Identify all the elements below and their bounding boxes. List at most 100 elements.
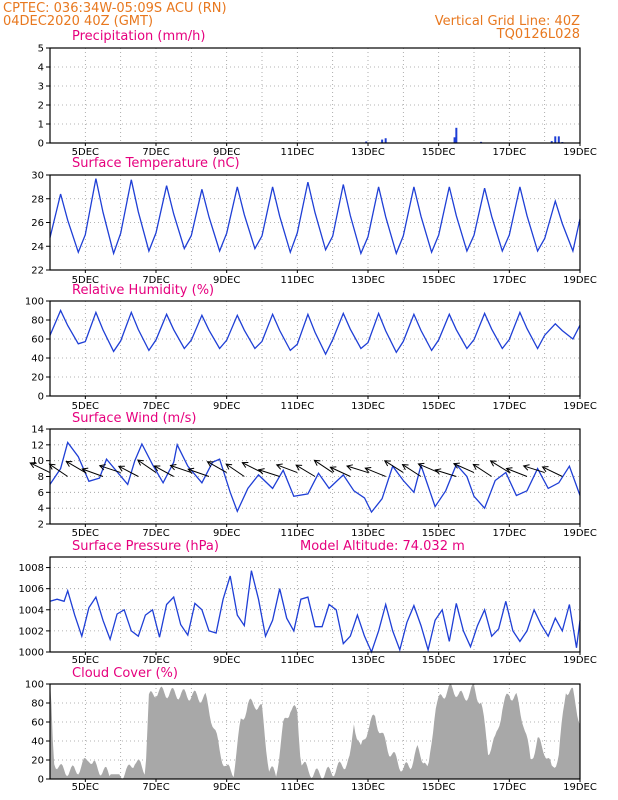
pressure-panel: Surface Pressure (hPa) Model Altitude: 74… — [19, 539, 597, 666]
wind-arrow-head — [206, 461, 214, 468]
wind-arrow — [154, 465, 174, 477]
wind-arrow — [542, 466, 563, 477]
humidity-title: Relative Humidity (%) — [72, 283, 214, 298]
wind-arrow-head — [401, 463, 409, 471]
x-tick-label: 17DEC — [492, 275, 526, 286]
wind-arrow — [435, 469, 457, 477]
temperature-panel: Surface Temperature (nC) 22 24 26 28 30 5DEC 7D… — [31, 156, 597, 286]
wind-arrow-head — [505, 467, 513, 474]
y-tick-label: 100 — [25, 680, 44, 691]
y-tick-label: 100 — [25, 297, 44, 308]
wind-arrow-head — [417, 462, 425, 469]
x-tick-label: 11DEC — [280, 401, 314, 412]
header-grid-line: Vertical Grid Line: 40Z — [435, 14, 580, 29]
y-tick-label: 0 — [38, 139, 44, 150]
wind-arrow — [523, 465, 545, 474]
wind-arrow — [276, 464, 298, 474]
x-tick-label: 11DEC — [280, 655, 314, 666]
precipitation-frame — [49, 47, 581, 144]
wind-arrow-head — [29, 462, 37, 469]
precip-bar — [381, 139, 384, 143]
wind-arrow-head — [541, 466, 549, 473]
wind-arrow — [137, 459, 157, 473]
humidity-panel: Relative Humidity (%) 0 20 40 60 80 100 5DEC 7DE… — [25, 283, 597, 412]
x-tick-label: 19DEC — [563, 401, 597, 412]
x-tick-label: 15DEC — [422, 147, 456, 158]
wind-arrow — [29, 462, 51, 473]
x-tick-label: 13DEC — [351, 655, 385, 666]
y-tick-label: 80 — [31, 316, 44, 327]
temperature-line — [49, 178, 581, 256]
precip-bar — [365, 141, 368, 143]
y-tick-label: 80 — [31, 699, 44, 710]
x-tick-label: 11DEC — [280, 782, 314, 793]
wind-arrow — [365, 467, 386, 477]
x-tick-label: 5DEC — [72, 782, 99, 793]
wind-arrow — [118, 465, 139, 477]
x-tick-label: 13DEC — [351, 401, 385, 412]
cloud-area — [50, 684, 580, 779]
x-tick-label: 15DEC — [422, 528, 456, 539]
pressure-frame — [49, 556, 581, 653]
y-tick-label: 40 — [31, 737, 44, 748]
y-tick-label: 14 — [31, 425, 44, 436]
wind-arrow — [490, 460, 510, 473]
x-tick-label: 13DEC — [351, 147, 385, 158]
cloud-panel: Cloud Cover (%) 0 20 40 60 80 100 5DEC 7DEC 9DEC 1… — [25, 666, 597, 793]
wind-arrow-head — [117, 465, 125, 472]
pressure-title: Surface Pressure (hPa) — [72, 539, 219, 554]
x-tick-label: 9DEC — [213, 401, 240, 412]
wind-arrow-head — [187, 467, 195, 475]
y-tick-label: 6 — [38, 488, 44, 499]
wind-arrow-head — [383, 460, 391, 467]
x-tick-label: 19DEC — [563, 782, 597, 793]
x-tick-label: 17DEC — [492, 401, 526, 412]
y-tick-label: 30 — [31, 171, 44, 182]
wind-arrow-head — [472, 463, 480, 470]
wind-arrow — [295, 464, 316, 477]
wind-arrow — [330, 466, 351, 477]
x-tick-label: 11DEC — [280, 275, 314, 286]
x-tick-label: 19DEC — [563, 655, 597, 666]
wind-arrow — [453, 463, 475, 473]
wind-arrow — [418, 463, 439, 474]
precip-bar — [455, 127, 458, 143]
x-tick-label: 5DEC — [72, 275, 99, 286]
y-tick-label: 60 — [31, 718, 44, 729]
wind-arrow — [346, 465, 369, 474]
wind-arrow — [188, 468, 210, 477]
x-tick-label: 13DEC — [351, 528, 385, 539]
y-tick-label: 0 — [38, 392, 44, 403]
y-tick-label: 8 — [38, 472, 44, 483]
y-tick-label: 3 — [38, 82, 44, 93]
x-tick-label: 19DEC — [563, 147, 597, 158]
wind-arrow-head — [434, 468, 442, 475]
wind-frame — [49, 428, 581, 525]
precip-bar — [554, 136, 557, 143]
y-tick-label: 4 — [38, 504, 44, 515]
y-tick-label: 20 — [31, 756, 44, 767]
precipitation-panel: Precipitation (mm/h) 0 1 2 3 4 5 5DEC 7DEC 9DEC 11… — [38, 29, 597, 158]
x-tick-label: 15DEC — [422, 782, 456, 793]
x-tick-label: 7DEC — [142, 782, 169, 793]
wind-arrow-head — [329, 466, 337, 473]
y-tick-label: 2 — [38, 520, 44, 531]
cloud-title: Cloud Cover (%) — [72, 666, 178, 681]
wind-arrow — [473, 463, 492, 477]
temperature-title: Surface Temperature (nC) — [72, 156, 240, 171]
wind-arrow-head — [241, 461, 249, 468]
x-tick-label: 17DEC — [492, 528, 526, 539]
header-location: CPTEC: 036:34W-05:09S ACU (RN) — [3, 1, 227, 16]
x-tick-label: 15DEC — [422, 275, 456, 286]
wind-arrow — [99, 465, 121, 474]
x-tick-label: 17DEC — [492, 782, 526, 793]
wind-arrow-head — [225, 463, 233, 470]
wind-arrow — [225, 463, 245, 477]
header-datetime: 04DEC2020 40Z (GMT) — [3, 14, 153, 29]
y-tick-label: 40 — [31, 354, 44, 365]
x-tick-label: 7DEC — [142, 147, 169, 158]
wind-arrow — [384, 460, 404, 473]
x-tick-label: 7DEC — [142, 528, 169, 539]
y-tick-label: 12 — [31, 440, 44, 451]
wind-arrow-head — [65, 460, 73, 467]
